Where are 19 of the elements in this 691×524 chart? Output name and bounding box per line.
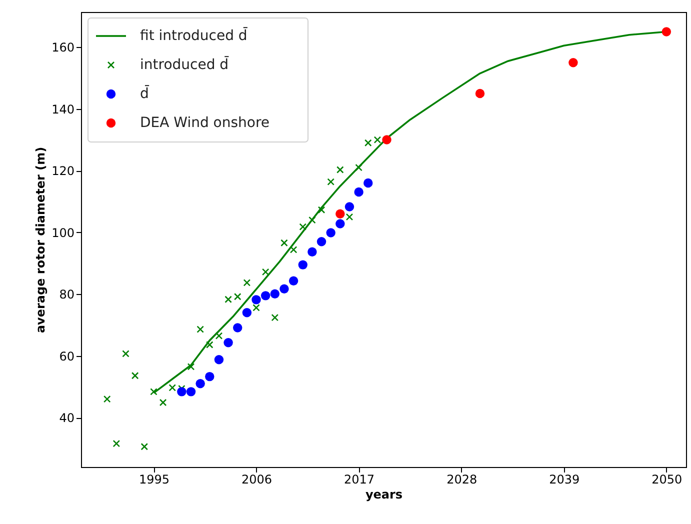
y-tick-label: 60 xyxy=(59,349,74,364)
x-axis-title: years xyxy=(365,488,403,502)
legend-label: DEA Wind onshore xyxy=(140,115,270,131)
y-tick-label: 80 xyxy=(59,288,74,302)
legend-label: introduced d̄ xyxy=(140,55,230,73)
y-tick-label: 120 xyxy=(52,164,74,178)
y-axis-title: average rotor diameter (m) xyxy=(34,146,48,334)
x-tick-label: 2017 xyxy=(344,472,375,486)
x-tick-label: 2050 xyxy=(652,472,682,486)
y-tick-label: 100 xyxy=(52,226,74,240)
x-tick-label: 2039 xyxy=(549,472,580,486)
x-tick-label: 2028 xyxy=(446,472,478,486)
legend-label: fit introduced d̄ xyxy=(140,26,248,44)
y-tick-label: 140 xyxy=(52,102,74,116)
y-tick-label: 40 xyxy=(59,411,74,426)
x-tick-label: 1995 xyxy=(138,472,170,486)
y-tick-label: 160 xyxy=(52,40,74,55)
x-tick-label: 2006 xyxy=(241,472,272,486)
legend-label: d̄ xyxy=(140,84,150,102)
